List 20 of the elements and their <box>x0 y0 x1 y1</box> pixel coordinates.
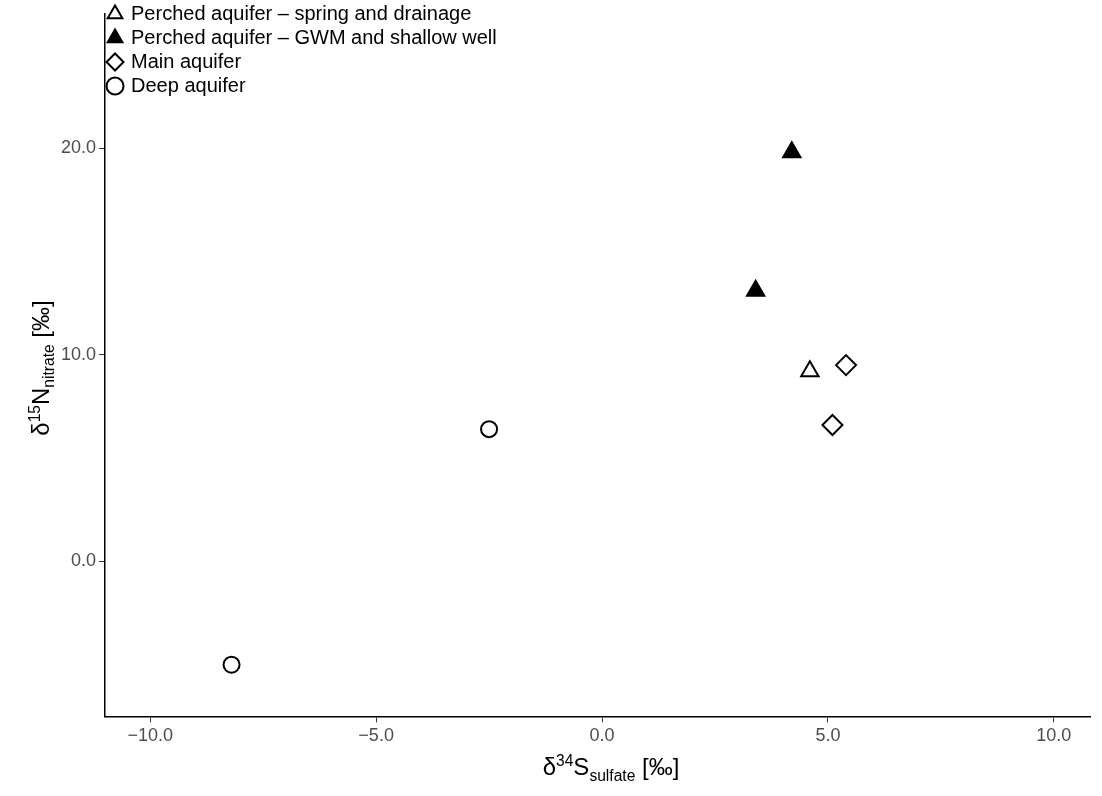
legend-label: Deep aquifer <box>131 73 246 96</box>
x-tick-label: 5.0 <box>815 725 841 746</box>
y-tick-label: 20.0 <box>60 137 97 158</box>
point <box>782 141 802 159</box>
x-tick-label: 10.0 <box>1036 725 1072 746</box>
point <box>480 420 499 439</box>
point <box>222 655 241 674</box>
point <box>745 279 766 297</box>
x-tick-label: −10.0 <box>127 725 173 746</box>
legend-label: Perched aquifer – GWM and shallow well <box>131 25 497 48</box>
y-tick-label: 10.0 <box>60 343 97 364</box>
legend-label: Perched aquifer – spring and drainage <box>131 1 472 24</box>
x-axis-title: δ$^{34}$S$_{sulfate}$ [‰] <box>541 752 681 785</box>
point <box>835 354 858 377</box>
point <box>821 414 844 437</box>
y-tick-label: 0.0 <box>71 550 97 571</box>
x-tick-label: −5.0 <box>358 725 394 746</box>
x-tick-label: 0.0 <box>589 725 615 746</box>
legend-label: Main aquifer <box>131 49 242 72</box>
point <box>800 360 820 378</box>
